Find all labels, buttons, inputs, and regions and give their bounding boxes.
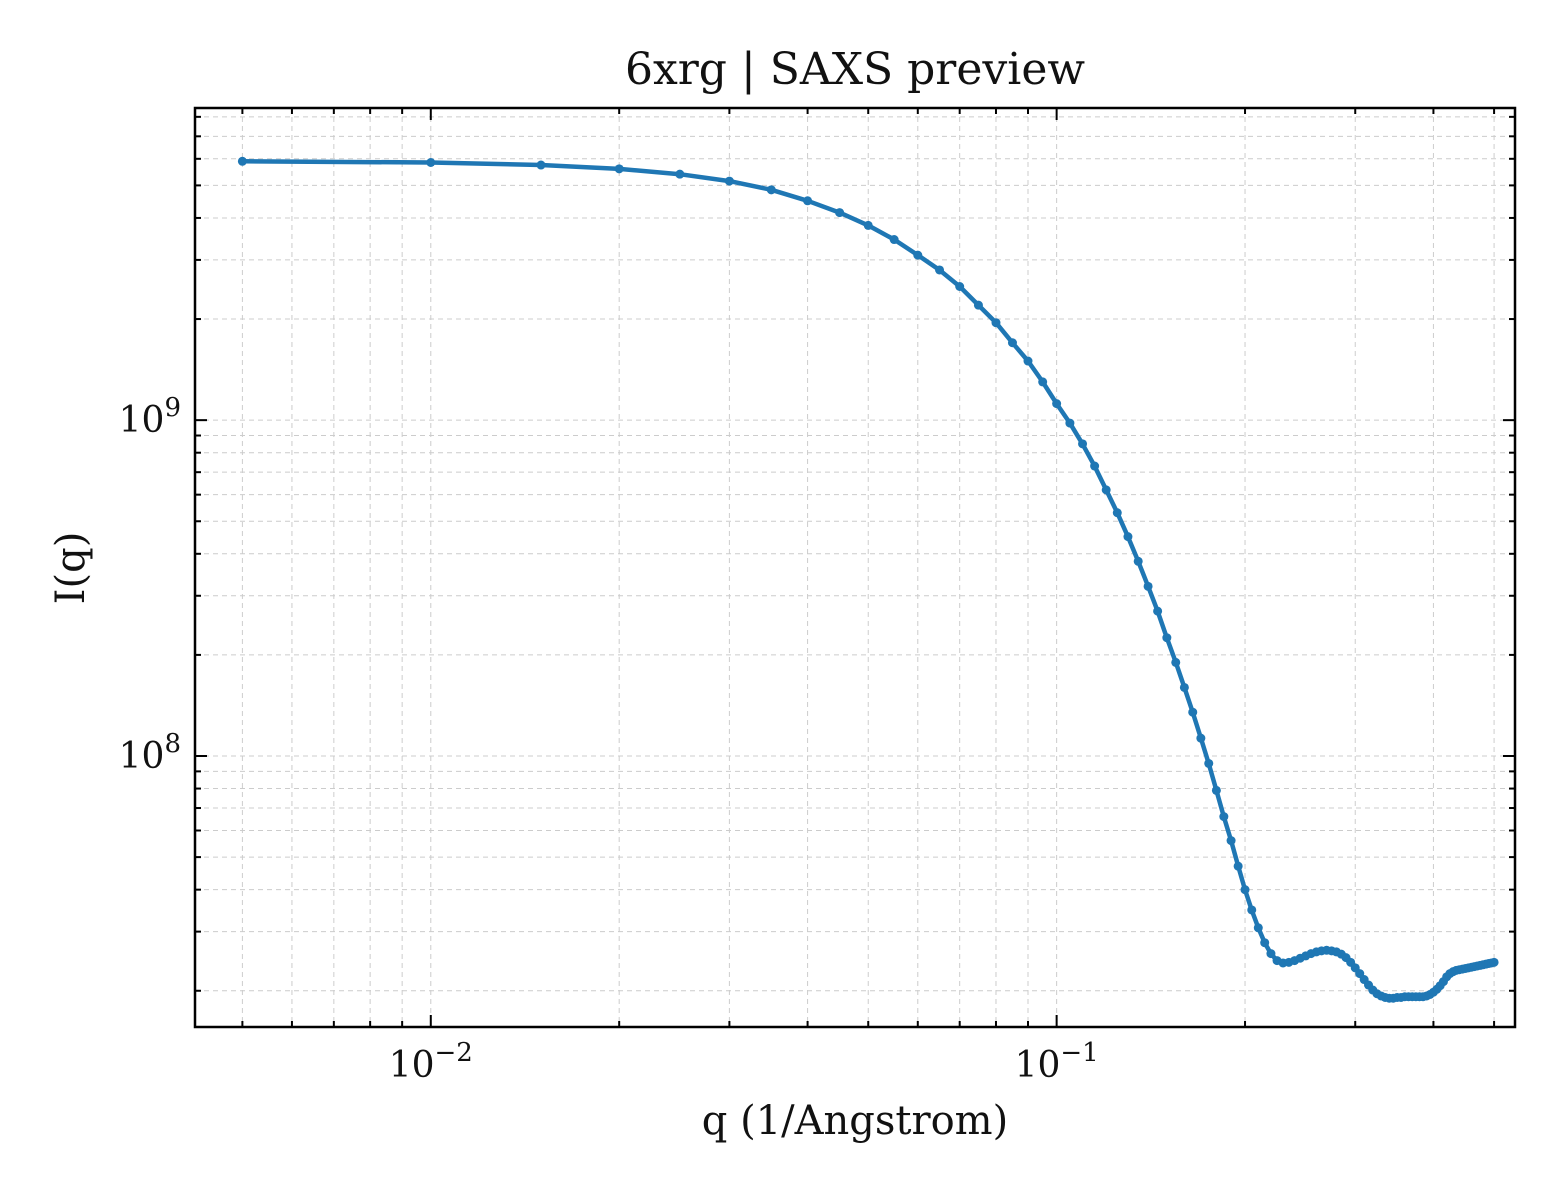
x-tick-label: 10−2 [389, 1038, 473, 1086]
data-point [1112, 508, 1122, 518]
data-point [889, 235, 899, 245]
data-point [863, 220, 873, 230]
plot-frame [193, 106, 1517, 1029]
data-point [1153, 606, 1163, 616]
data-point [1489, 957, 1499, 967]
data-point [973, 300, 983, 310]
data-point [1247, 905, 1257, 915]
data-point [913, 250, 923, 260]
data-point [1038, 377, 1048, 387]
data-point [1171, 657, 1181, 667]
data-point [614, 164, 624, 174]
data-point [1101, 485, 1111, 495]
data-point [1052, 399, 1062, 409]
y-tick-label: 108 [119, 729, 181, 777]
data-point [1162, 633, 1172, 643]
data-point [536, 160, 546, 170]
data-point [1065, 418, 1075, 428]
chart-title: 6xrg | SAXS preview [625, 44, 1085, 95]
axis-ticks: 10−2 10−1 108 109 [119, 108, 1515, 1086]
data-point [1123, 532, 1133, 542]
data-point [1266, 949, 1276, 959]
data-point [1188, 707, 1198, 717]
data-point [675, 169, 685, 179]
data-point [803, 196, 813, 206]
data-point [766, 185, 776, 195]
data-point [835, 208, 845, 218]
data-point [1023, 356, 1033, 366]
data-point [237, 156, 247, 166]
x-axis-label: q (1/Angstrom) [702, 1098, 1008, 1144]
data-point [1226, 836, 1236, 846]
data-point [724, 176, 734, 186]
data-point [1233, 861, 1243, 871]
data-point [1260, 938, 1270, 948]
data-point [426, 157, 436, 167]
y-axis-label: I(q) [48, 532, 94, 605]
data-point [955, 282, 965, 292]
data-point [1007, 338, 1017, 348]
data-point [1078, 439, 1088, 449]
data-point [1179, 682, 1189, 692]
data-point [1240, 885, 1250, 895]
data-point [1204, 758, 1214, 768]
data-point [1196, 733, 1206, 743]
data-point [1219, 812, 1229, 822]
series-layer [237, 156, 1499, 1003]
data-point [991, 318, 1001, 328]
data-point [1143, 581, 1153, 591]
data-point [1133, 556, 1143, 566]
y-tick-label: 109 [119, 393, 181, 441]
data-point [1211, 785, 1221, 795]
grid-lines [195, 108, 1515, 1027]
x-tick-label: 10−1 [1015, 1038, 1099, 1086]
data-point [1253, 923, 1263, 933]
data-point [1090, 461, 1100, 471]
data-point [935, 265, 945, 275]
